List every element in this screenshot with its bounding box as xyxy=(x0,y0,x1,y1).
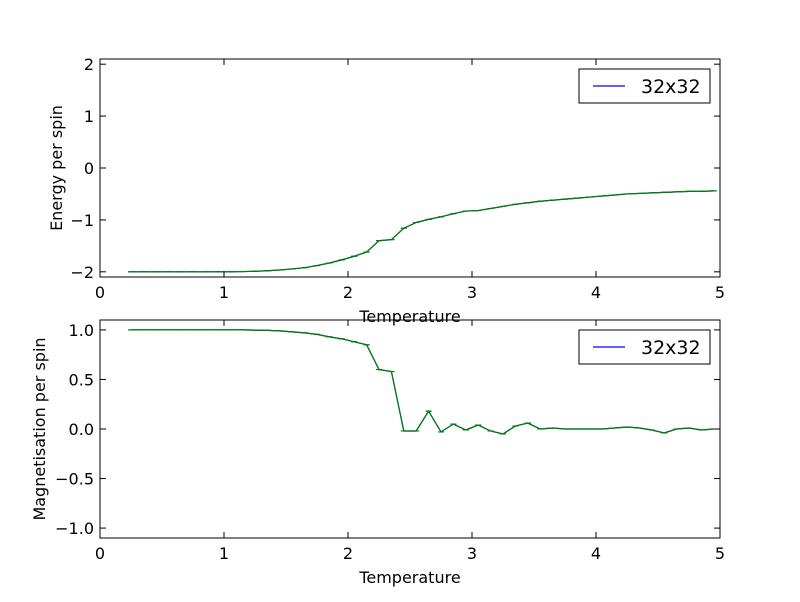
magnetisation-x-tick-label: 3 xyxy=(467,544,477,563)
magnetisation-y-axis-label: Magnetisation per spin xyxy=(30,337,49,520)
energy-series-line-0 xyxy=(131,190,714,273)
energy-y-tick-label: 0 xyxy=(84,159,94,178)
energy-x-tick-label: 0 xyxy=(95,283,105,302)
magnetisation-y-tick-label: 0.5 xyxy=(69,370,94,389)
energy-y-tick-label: −1 xyxy=(70,211,94,230)
energy-y-tick-label: 1 xyxy=(84,107,94,126)
magnetisation-y-tick-label: −1.0 xyxy=(55,519,94,538)
energy-x-tick-label: 5 xyxy=(715,283,725,302)
energy-legend: 32x32 xyxy=(578,68,711,104)
energy-x-tick-label: 1 xyxy=(219,283,229,302)
energy-legend-label: 32x32 xyxy=(641,76,701,98)
energy-y-axis-label: Energy per spin xyxy=(47,105,66,231)
magnetisation-x-tick-label: 1 xyxy=(219,544,229,563)
energy-x-tick-label: 3 xyxy=(467,283,477,302)
magnetisation-plot: 0 1 2 3 4 5 −1.0 −0.5 0.0 0.5 1.0 Temperature Magnet… xyxy=(30,319,725,587)
magnetisation-y-tick-label: −0.5 xyxy=(55,470,94,489)
energy-x-axis-label: Temperature xyxy=(358,307,460,326)
magnetisation-x-tick-label: 0 xyxy=(95,544,105,563)
magnetisation-legend-label: 32x32 xyxy=(641,337,701,359)
magnetisation-x-tick-label: 4 xyxy=(591,544,601,563)
energy-series-line-1 xyxy=(131,190,714,273)
magnetisation-x-tick-label: 2 xyxy=(343,544,353,563)
magnetisation-x-tick-label: 5 xyxy=(715,544,725,563)
energy-x-tick-label: 4 xyxy=(591,283,601,302)
magnetisation-y-tick-label: 0.0 xyxy=(69,420,94,439)
magnetisation-x-axis-label: Temperature xyxy=(358,568,460,587)
energy-y-tick-label: 2 xyxy=(84,55,94,74)
energy-y-tick-label: −2 xyxy=(70,263,94,282)
energy-plot: 0 1 2 3 4 5 −2 −1 0 1 2 Temperature Energy per spin 3… xyxy=(47,55,725,326)
energy-x-tick-label: 2 xyxy=(343,283,353,302)
magnetisation-y-tick-label: 1.0 xyxy=(69,321,94,340)
magnetisation-legend: 32x32 xyxy=(578,329,711,365)
